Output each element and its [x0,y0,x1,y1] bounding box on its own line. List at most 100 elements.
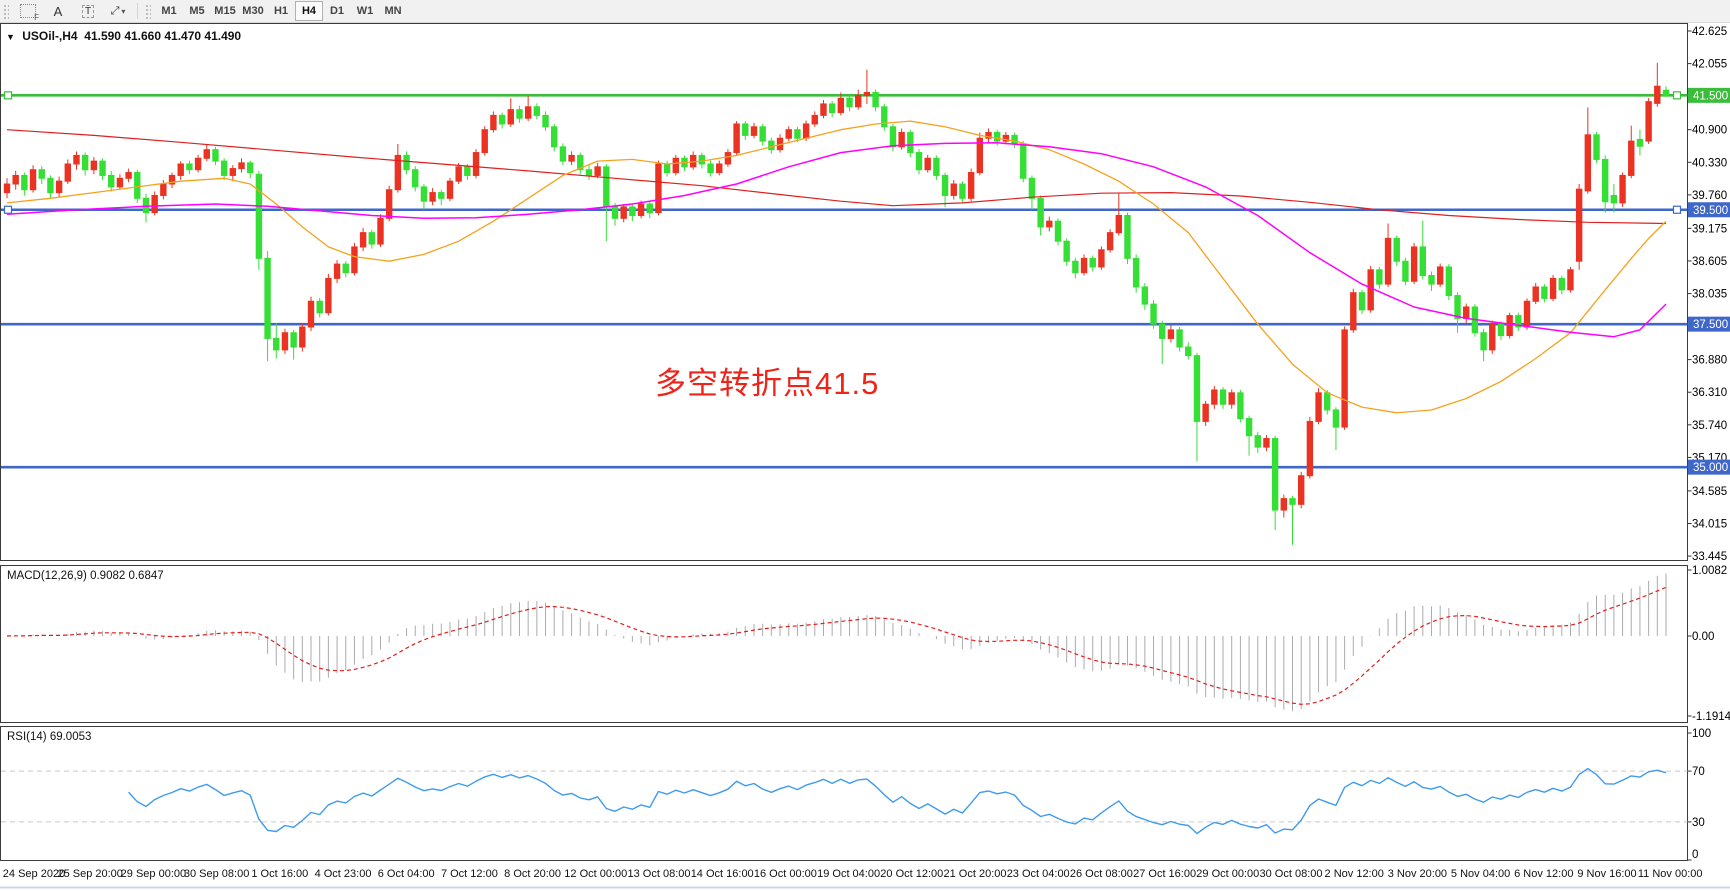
candle [577,154,584,171]
candle [933,157,940,176]
candle [1358,292,1366,311]
price-tick-label: 34.585 [1692,486,1727,498]
candle [837,97,845,114]
price-badge-39.500 [1688,202,1730,218]
price-tick-label: 36.310 [1692,387,1727,399]
candle [377,217,384,245]
candle [967,172,975,199]
candle [1306,420,1314,477]
time-tick-label: 1 Oct 16:00 [251,868,308,880]
crosshair-grid-button[interactable]: F [14,1,42,22]
timeframe-button-D1[interactable]: D1 [329,5,345,17]
collapse-triangle-icon[interactable]: ▼ [6,32,15,42]
candle [828,103,836,114]
candle [733,123,740,154]
time-tick-label: 6 Nov 12:00 [1514,868,1573,880]
candle [21,174,28,191]
time-tick-label: 6 Oct 04:00 [378,868,435,880]
candle [99,160,106,176]
candle [359,232,367,248]
time-tick-label: 23 Oct 04:00 [1007,868,1070,880]
toolbar-grip[interactable] [2,3,9,19]
candle [1159,323,1166,339]
time-tick-label: 14 Oct 16:00 [691,868,754,880]
candle [1080,257,1088,274]
candle [768,140,775,151]
timeframe-button-W1[interactable]: W1 [356,5,374,17]
toolbar-grip-2[interactable] [144,3,151,19]
candle [811,114,818,125]
candle [412,169,419,188]
candle [1410,246,1418,282]
price-tick-label: 36.880 [1692,355,1727,367]
candle [1558,277,1565,291]
candle [802,123,810,139]
candle [446,180,454,199]
candle [516,109,523,119]
candle [1601,158,1609,203]
candle [889,126,897,148]
candle [1219,389,1227,405]
macd-panel-frame [0,565,1688,723]
arrange-objects-button[interactable]: ⤢ ▾ [104,1,132,21]
rsi-scale-label: 0 [1692,849,1698,861]
candle [976,137,984,174]
candle [1654,85,1661,104]
candle [394,154,402,191]
chart-symbol-title[interactable]: ▼ USOil-,H4 41.590 41.660 41.470 41.490 [6,29,241,43]
price-badge-label: 37.500 [1693,319,1728,331]
candle [863,91,871,96]
timeframe-button-M30[interactable]: M30 [242,5,264,17]
timeframe-button-H1[interactable]: H1 [273,5,289,17]
candle [698,154,706,165]
timeframe-button-M15[interactable]: M15 [214,5,236,17]
ohlc-readout: 41.590 41.660 41.470 41.490 [84,29,242,43]
candle [368,232,376,245]
candle [1124,214,1131,259]
candle [273,337,280,351]
candle [81,154,89,171]
candle [855,94,862,108]
candle [1463,306,1470,319]
candle [1132,257,1140,288]
candle [759,126,766,142]
time-tick-label: 26 Oct 08:00 [1070,868,1133,880]
timeframe-button-H4[interactable]: H4 [295,1,323,21]
candle [1193,355,1201,422]
candle [1237,392,1244,420]
candle [134,172,141,199]
price-tick-label: 40.900 [1692,125,1727,137]
candle [742,123,749,136]
rsi-indicator-label: RSI(14) 69.0053 [7,731,92,743]
time-tick-label: 9 Nov 16:00 [1577,868,1636,880]
candle [1350,292,1357,331]
candle [1567,269,1574,291]
candle [1541,286,1548,299]
candle [959,183,966,199]
chart-annotation[interactable]: 多空转折点41.5 [655,366,880,401]
timeframe-button-M1[interactable]: M1 [161,5,177,17]
candle [820,103,827,116]
price-tick-label: 34.015 [1692,518,1727,530]
candle [1480,332,1487,351]
candle [1324,392,1331,411]
candle [924,157,931,171]
candle [1271,438,1279,511]
grid-f-icon: F [20,4,39,22]
candle [264,257,271,339]
candle [1575,188,1583,262]
candle [490,114,497,131]
candle [438,192,445,199]
timeframe-button-M5[interactable]: M5 [189,5,205,17]
candle [898,132,905,148]
macd-indicator-label: MACD(12,26,9) 0.9082 0.6847 [7,570,164,582]
text-label-button[interactable]: A [44,1,72,21]
text-box-button[interactable]: T [74,1,102,21]
candle [1645,101,1652,142]
candle [1610,194,1618,204]
candle [247,162,254,174]
candle [203,149,210,159]
timeframe-button-MN[interactable]: MN [384,5,402,17]
